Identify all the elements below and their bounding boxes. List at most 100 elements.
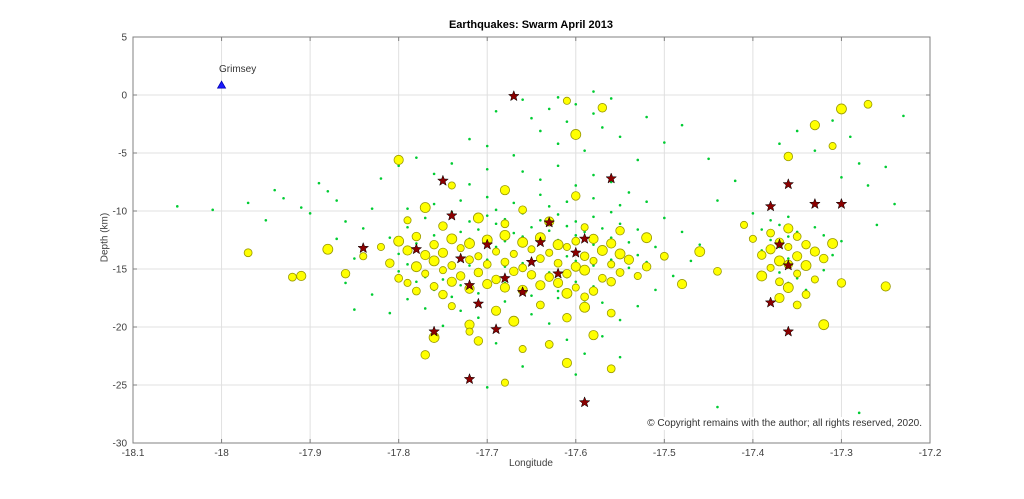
- eq-circle: [571, 236, 581, 246]
- eq-circle: [774, 292, 785, 304]
- eq-circle: [818, 319, 830, 331]
- micro-eq-dot: [361, 227, 365, 230]
- eq-circle: [579, 301, 591, 313]
- chart-title: Earthquakes: Swarm April 2013: [448, 19, 614, 31]
- micro-eq-dot: [601, 301, 604, 304]
- micro-eq-dot: [689, 259, 693, 263]
- micro-eq-dot: [335, 237, 338, 241]
- eq-circle: [420, 350, 430, 360]
- eq-circle: [606, 238, 617, 249]
- micro-eq-dot: [716, 405, 719, 409]
- micro-eq-dot: [530, 294, 533, 297]
- micro-eq-dot: [636, 304, 640, 308]
- micro-eq-dot: [406, 207, 409, 210]
- eq-circle: [455, 271, 466, 281]
- micro-eq-dot: [494, 245, 498, 249]
- large-eq-star: [463, 278, 476, 291]
- eq-circle: [571, 191, 581, 201]
- eq-circle: [491, 305, 502, 316]
- micro-eq-dot: [441, 324, 445, 328]
- eq-circle: [482, 260, 492, 269]
- eq-circle: [793, 269, 802, 278]
- eq-circle: [359, 252, 368, 261]
- eq-circle: [827, 238, 838, 249]
- micro-eq-dot: [574, 373, 578, 376]
- micro-eq-dot: [415, 156, 418, 159]
- micro-eq-dot: [485, 167, 489, 171]
- eq-circle: [792, 232, 802, 241]
- micro-eq-dot: [485, 144, 489, 148]
- eq-circle: [438, 266, 447, 275]
- micro-eq-dot: [636, 228, 640, 231]
- micro-eq-dot: [618, 135, 622, 139]
- large-eq-star: [507, 89, 520, 102]
- micro-eq-dot: [556, 289, 560, 293]
- eq-circle: [447, 302, 456, 311]
- eq-circle: [571, 283, 580, 292]
- eq-circle: [748, 234, 757, 243]
- eq-circle: [473, 336, 484, 346]
- large-eq-star: [428, 325, 440, 337]
- micro-eq-dot: [565, 120, 569, 123]
- eq-circle: [819, 253, 829, 264]
- eq-circle: [579, 251, 590, 261]
- eq-circle: [465, 327, 474, 336]
- micro-eq-dot: [849, 135, 852, 139]
- eq-circle: [499, 229, 511, 241]
- eq-circle: [783, 223, 794, 234]
- eq-circle: [420, 250, 431, 261]
- large-eq-star: [499, 272, 511, 284]
- eq-circle: [562, 313, 572, 323]
- micro-eq-dot: [370, 207, 374, 210]
- eq-circle: [500, 257, 510, 267]
- eq-circle: [544, 272, 554, 282]
- y-tick-label: -30: [113, 439, 128, 450]
- micro-eq-dot: [353, 257, 356, 260]
- eq-circle: [499, 282, 510, 293]
- micro-eq-dot: [645, 115, 648, 119]
- micro-eq-dot: [831, 119, 834, 122]
- micro-eq-dot: [778, 223, 781, 227]
- eq-circle: [456, 244, 465, 253]
- large-eq-star: [463, 372, 476, 385]
- x-tick-label: -18: [214, 448, 229, 459]
- micro-eq-dot: [264, 218, 268, 222]
- eq-circle: [713, 266, 722, 276]
- micro-eq-dot: [468, 183, 471, 186]
- eq-circle: [393, 235, 405, 247]
- eq-circle: [836, 278, 847, 288]
- large-eq-star: [472, 297, 485, 309]
- x-tick-label: -17.7: [476, 448, 499, 459]
- micro-eq-dot: [707, 157, 710, 161]
- eq-circle: [561, 357, 572, 369]
- micro-eq-dot: [583, 230, 586, 234]
- micro-eq-dot: [769, 218, 772, 222]
- eq-circle: [536, 254, 545, 263]
- micro-eq-dot: [680, 230, 684, 234]
- micro-eq-dot: [530, 225, 533, 229]
- micro-eq-dot: [547, 322, 551, 325]
- micro-eq-dot: [547, 229, 551, 233]
- micro-eq-dot: [512, 201, 516, 205]
- micro-eq-dot: [432, 202, 436, 206]
- micro-eq-dot: [521, 98, 524, 101]
- micro-eq-dot: [494, 222, 498, 226]
- micro-eq-dot: [406, 263, 409, 266]
- micro-eq-dot: [618, 318, 622, 322]
- large-eq-star: [782, 325, 795, 337]
- x-axis-label: Longitude: [509, 458, 553, 469]
- micro-eq-dot: [556, 96, 560, 99]
- eq-circle: [499, 185, 510, 196]
- micro-eq-dot: [468, 137, 471, 141]
- large-eq-star: [516, 285, 529, 298]
- large-eq-star: [543, 216, 556, 228]
- micro-eq-dot: [787, 235, 790, 238]
- eq-circle: [810, 275, 819, 284]
- large-eq-star: [534, 236, 547, 248]
- eq-circle: [588, 330, 599, 341]
- eq-circle: [500, 378, 509, 387]
- micro-eq-dot: [645, 200, 648, 204]
- micro-eq-dot: [654, 288, 657, 292]
- eq-circle: [562, 96, 571, 105]
- micro-eq-dot: [592, 173, 595, 177]
